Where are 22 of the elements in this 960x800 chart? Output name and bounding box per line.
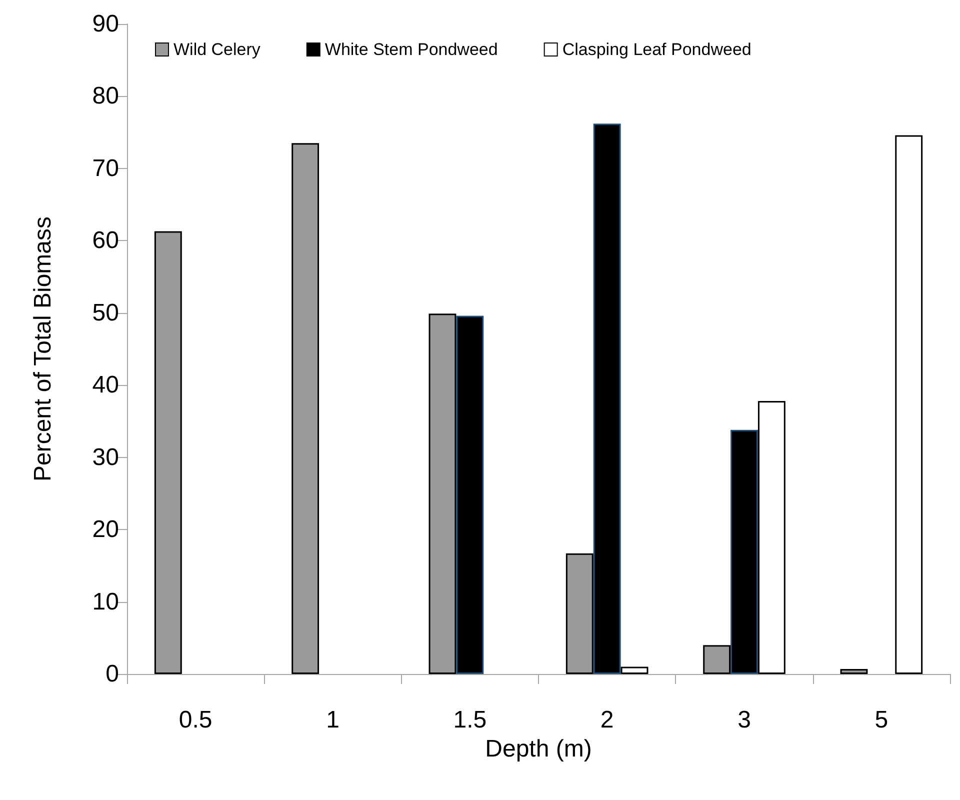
y-tick-label: 60 <box>92 227 119 254</box>
x-tick-label: 1.5 <box>453 706 487 734</box>
y-tick-label: 10 <box>92 588 119 616</box>
x-tick-label: 1 <box>326 706 340 734</box>
x-tick-label: 3 <box>738 706 751 734</box>
legend-label: Wild Celery <box>174 40 261 59</box>
legend-label: White Stem Pondweed <box>324 40 498 59</box>
x-tick-label: 0.5 <box>178 706 212 734</box>
y-tick-label: 20 <box>92 516 119 544</box>
y-tick-label: 30 <box>92 444 119 471</box>
x-axis-title: Depth (m) <box>485 735 592 762</box>
y-axis-title: Percent of Total Biomass <box>30 216 56 482</box>
x-tick-label: 2 <box>600 706 614 734</box>
legend-label: Clasping Leaf Pondweed <box>562 40 752 59</box>
y-tick-label: 80 <box>92 82 119 110</box>
y-tick-label: 50 <box>92 299 119 326</box>
y-tick-label: 40 <box>92 372 119 399</box>
x-tick-label: 5 <box>874 706 888 734</box>
y-tick-label: 90 <box>92 10 119 38</box>
y-tick-label: 0 <box>106 660 119 688</box>
bar <box>895 135 923 674</box>
y-tick-label: 70 <box>92 154 119 182</box>
